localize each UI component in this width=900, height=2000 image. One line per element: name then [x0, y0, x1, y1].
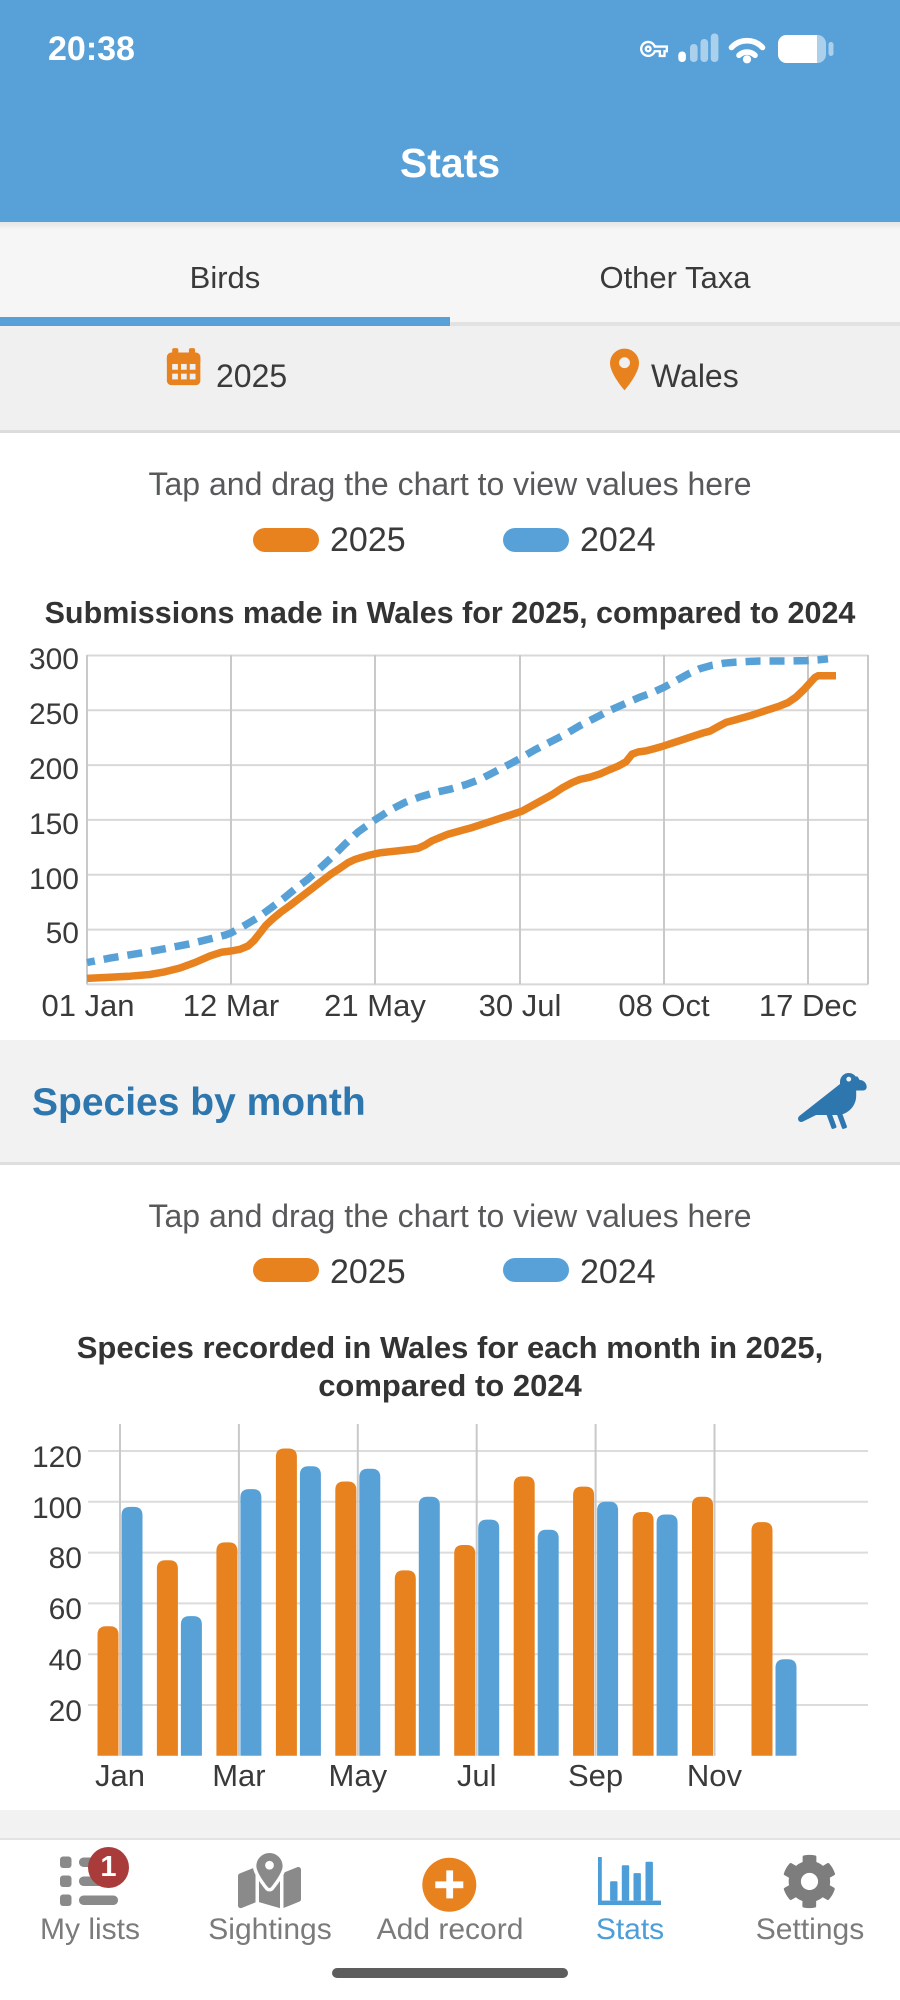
- svg-text:21 May: 21 May: [324, 988, 426, 1023]
- svg-text:12 Mar: 12 Mar: [183, 988, 279, 1023]
- svg-text:100: 100: [29, 863, 79, 896]
- svg-text:200: 200: [29, 753, 79, 786]
- svg-text:40: 40: [49, 1644, 82, 1677]
- svg-text:150: 150: [29, 808, 79, 841]
- svg-text:80: 80: [49, 1542, 82, 1575]
- svg-text:Jul: Jul: [457, 1758, 497, 1793]
- svg-text:Sep: Sep: [568, 1758, 623, 1793]
- svg-text:300: 300: [29, 643, 79, 676]
- svg-text:17 Dec: 17 Dec: [759, 988, 857, 1023]
- svg-text:30 Jul: 30 Jul: [479, 988, 562, 1023]
- svg-text:Nov: Nov: [687, 1758, 743, 1793]
- svg-text:Mar: Mar: [212, 1758, 265, 1793]
- svg-text:250: 250: [29, 698, 79, 731]
- svg-text:50: 50: [46, 917, 79, 950]
- svg-text:20: 20: [49, 1695, 82, 1728]
- svg-text:01 Jan: 01 Jan: [41, 988, 134, 1023]
- svg-text:100: 100: [32, 1492, 82, 1525]
- svg-text:May: May: [329, 1758, 388, 1793]
- svg-text:08 Oct: 08 Oct: [618, 988, 710, 1023]
- svg-text:60: 60: [49, 1593, 82, 1626]
- svg-text:120: 120: [32, 1441, 82, 1474]
- svg-text:Jan: Jan: [95, 1758, 145, 1793]
